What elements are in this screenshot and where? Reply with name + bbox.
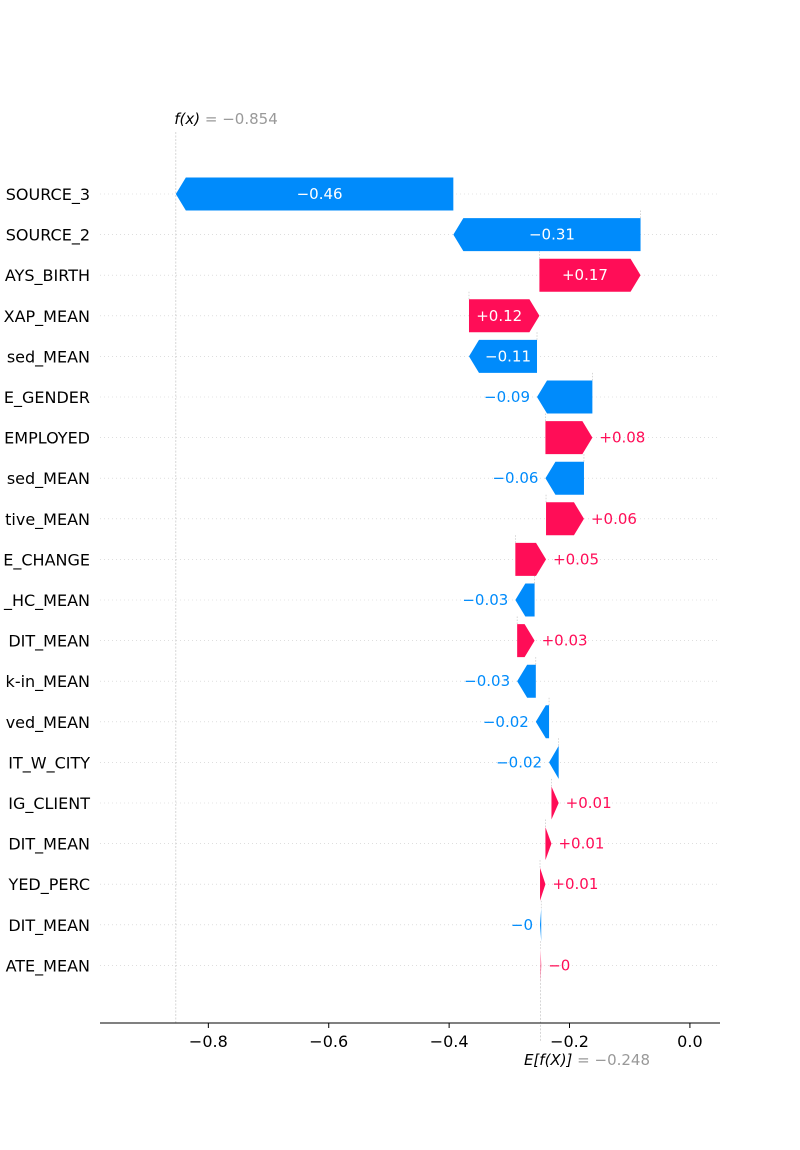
bar-value-label: −0.11 [485,347,531,365]
bar-value-label: +0.17 [562,266,608,284]
expected-value-annotation: E[f(X)] = −0.248 [524,1051,650,1069]
waterfall-bar [540,908,542,942]
feature-label: IG_CLIENT [8,794,90,814]
bar-value-label: −0 [511,916,533,934]
bars: −0.46 −0.31 +0.17 +0.12 −0.11 −0.09 +0.08 −0.06… [175,177,645,982]
feature-label: E_CHANGE [3,550,90,570]
gridlines [100,193,720,966]
feature-labels: SOURCE_3 SOURCE_2 AYS_BIRTH XAP_MEAN sed_MEA… [3,185,90,976]
waterfall-bar [453,218,641,252]
x-tick-label: −0.4 [430,1032,469,1051]
bar-value-label: −0.46 [297,185,343,203]
feature-label: EMPLOYED [4,429,90,448]
bar-value-label: −0 [548,956,570,974]
waterfall-bar [517,664,536,698]
bar-value-label: −0.06 [492,469,538,487]
fx-symbol: f(x) [174,110,200,128]
x-tick-label: −0.8 [189,1032,228,1051]
feature-label: k-in_MEAN [6,672,90,692]
expected-value-symbol: E[f(X)] [524,1051,573,1069]
feature-label: SOURCE_2 [6,226,90,246]
feature-label: sed_MEAN [7,469,90,489]
waterfall-bar [468,339,538,373]
feature-label: IT_W_CITY [8,753,90,773]
bar-value-label: −0.31 [529,226,575,244]
waterfall-bar [540,867,546,901]
bar-value-label: +0.08 [599,429,645,447]
feature-label: SOURCE_3 [6,185,90,205]
guide-lines [175,132,641,1041]
waterfall-bar [545,827,552,861]
feature-label: AYS_BIRTH [5,266,90,286]
fx-value: = −0.854 [200,110,278,128]
feature-label: DIT_MEAN [8,916,90,936]
waterfall-bar [551,786,559,820]
waterfall-bar [537,380,593,414]
fx-annotation: f(x) = −0.854 [174,110,278,128]
bar-value-label: +0.01 [552,875,598,893]
bar-value-label: +0.01 [566,794,612,812]
feature-label: E_GENDER [4,388,90,408]
waterfall-bar [549,745,559,779]
bar-value-label: +0.03 [542,632,588,650]
waterfall-bar [540,948,542,982]
feature-label: DIT_MEAN [8,632,90,652]
x-tick-label: −0.2 [550,1032,589,1051]
bar-value-label: +0.12 [476,307,522,325]
bar-value-label: +0.06 [591,510,637,528]
x-tick-label: 0.0 [677,1032,702,1051]
feature-label: YED_PERC [8,875,90,895]
x-axis: −0.8 −0.6 −0.4 −0.2 0.0 [100,1022,720,1051]
waterfall-bar [517,624,535,658]
feature-label: DIT_MEAN [8,835,90,855]
bar-value-label: −0.03 [462,591,508,609]
feature-label: XAP_MEAN [4,307,90,327]
expected-value-value: = −0.248 [572,1051,650,1069]
feature-label: ATE_MEAN [6,956,90,976]
waterfall-bar [175,177,454,211]
bar-value-label: +0.05 [553,550,599,568]
bar-value-label: +0.01 [558,835,604,853]
feature-label: _HC_MEAN [3,591,90,611]
feature-label: ved_MEAN [6,713,90,733]
waterfall-bar [545,421,593,455]
waterfall-bar [468,299,540,333]
waterfall-bar [539,258,641,292]
bar-value-label: −0.02 [496,753,542,771]
waterfall-bar [546,502,584,536]
x-tick-label: −0.6 [309,1032,348,1051]
waterfall-bar [545,461,584,495]
bar-value-label: −0.09 [484,388,530,406]
feature-label: tive_MEAN [5,510,90,530]
waterfall-bar [515,583,535,617]
waterfall-bar [515,542,547,576]
bar-value-label: −0.02 [483,713,529,731]
waterfall-bar [535,705,550,739]
feature-label: sed_MEAN [7,347,90,367]
bar-value-label: −0.03 [464,672,510,690]
